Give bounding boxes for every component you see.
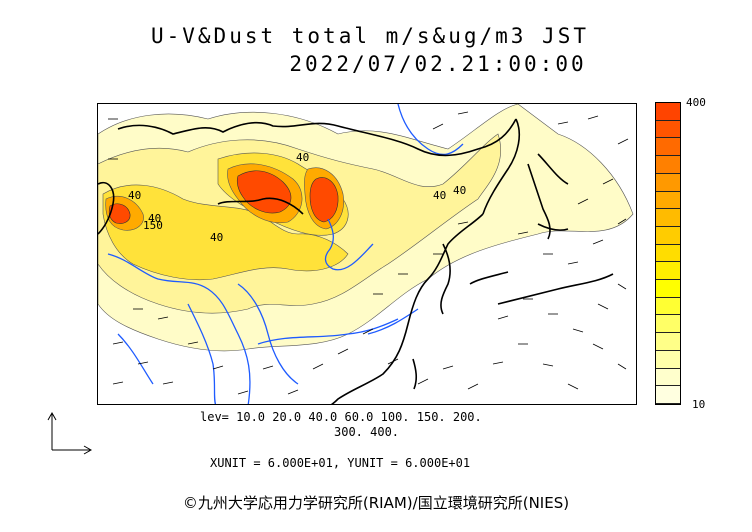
colorbar-max-label: 400 <box>686 96 706 109</box>
wind-vectors <box>108 111 629 395</box>
rivers <box>107 104 464 404</box>
colorbar-cell <box>656 315 680 334</box>
contour-label: 150 <box>143 219 163 232</box>
coastlines <box>98 118 614 404</box>
contour-label: 40 <box>210 231 223 244</box>
map-svg: 40 150 40 40 40 40 40 <box>98 104 634 404</box>
levels-line-1: lev= 10.0 20.0 40.0 60.0 100. 150. 200. <box>200 410 482 424</box>
dust-region-high-2 <box>309 177 339 223</box>
colorbar-cell <box>656 209 680 227</box>
contour-label: 40 <box>148 212 161 225</box>
colorbar-cell <box>656 191 680 210</box>
colorbar-min-label: 10 <box>692 398 706 411</box>
contour-label: 40 <box>433 189 446 202</box>
colorbar-cell <box>656 138 680 157</box>
contour-label: 40 <box>128 189 141 202</box>
chart-datetime: 2022/07/02.21:00:00 <box>289 52 587 76</box>
colorbar-cell <box>656 103 680 121</box>
colorbar-cell <box>656 368 680 387</box>
colorbar-cell <box>656 386 680 404</box>
reference-vector-axes <box>47 411 93 455</box>
levels-line-2: 300. 400. <box>334 425 400 439</box>
dust-map: 40 150 40 40 40 40 40 <box>97 103 637 405</box>
colorbar-cell <box>656 333 680 351</box>
dust-region-yellow <box>102 184 349 281</box>
colorbar-cell <box>656 244 680 263</box>
colorbar-cell <box>656 120 680 139</box>
chart-title: U-V&Dust total m/s&ug/m3 JST <box>150 24 589 48</box>
colorbar-cell <box>656 350 680 369</box>
colorbar-cell <box>656 226 680 245</box>
contour-label: 40 <box>296 151 309 164</box>
colorbar-cell <box>656 297 680 316</box>
contour-labels: 40 150 40 40 40 40 40 <box>128 151 466 244</box>
dust-region-high-1 <box>236 170 292 214</box>
copyright: ©九州大学応用力学研究所(RIAM)/国立環境研究所(NIES) <box>182 494 570 512</box>
vector-units: XUNIT = 6.000E+01, YUNIT = 6.000E+01 <box>210 456 471 470</box>
colorbar-cell <box>656 280 680 298</box>
contour-label: 40 <box>453 184 466 197</box>
colorbar-cell <box>656 173 680 192</box>
colorbar-cell <box>656 262 680 281</box>
colorbar-cell <box>656 156 680 174</box>
colorbar <box>655 102 681 405</box>
